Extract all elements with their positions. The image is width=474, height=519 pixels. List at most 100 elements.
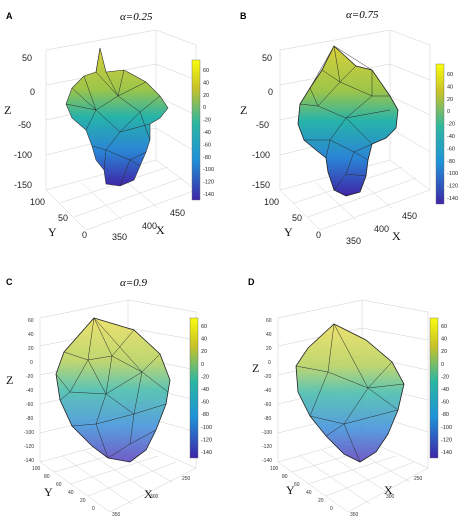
colorbar-tick: -60	[203, 142, 211, 148]
z-tick: 40	[28, 332, 34, 338]
panel-title: α=0.9	[120, 277, 147, 289]
colorbar-tick: 60	[203, 68, 209, 74]
z-tick: -100	[14, 150, 32, 160]
colorbar-tick: -120	[447, 184, 458, 190]
colorbar-tick: 20	[441, 349, 447, 355]
x-tick: 400	[142, 221, 157, 231]
colorbar-tick: 0	[203, 105, 206, 111]
panel-b: B α=0.75 50 0 -50 -100 -	[240, 9, 458, 246]
z-tick: -40	[264, 388, 271, 394]
colorbar	[189, 317, 199, 459]
colorbar-tick: 20	[201, 349, 207, 355]
colorbar-ticks: 60 40 20 0 -20 -40 -60 -80 -100 -120 -140	[441, 324, 452, 456]
z-tick: -60	[26, 402, 33, 408]
panel-title: α=0.75	[346, 9, 379, 21]
z-ticks: 50 0 -50 -100 -150	[14, 53, 35, 190]
x-axis-label: X	[156, 223, 165, 237]
colorbar-tick: 20	[203, 93, 209, 99]
z-tick: 60	[28, 318, 34, 324]
y-axis-label: Y	[44, 485, 53, 499]
panel-label: D	[248, 277, 255, 287]
x-ticks: 350 300 250	[350, 476, 423, 518]
z-tick: -100	[252, 150, 270, 160]
colorbar-tick: -80	[201, 412, 209, 418]
panel-title: α=0.25	[120, 11, 153, 23]
x-tick: 250	[414, 476, 423, 482]
colorbar-tick: -20	[203, 118, 211, 124]
y-tick: 80	[44, 474, 50, 480]
mesh-lines	[65, 47, 161, 187]
colorbar-tick: -80	[203, 155, 211, 161]
colorbar-tick: 0	[441, 362, 444, 368]
x-tick: 300	[386, 494, 395, 500]
y-tick: 100	[264, 197, 279, 207]
colorbar	[191, 59, 201, 201]
x-ticks: 350 400 450	[112, 208, 185, 242]
x-ticks: 350 400 450	[346, 211, 417, 246]
y-ticks: 100 80 60 40 20 0	[270, 466, 333, 512]
z-axis-label: Z	[240, 103, 247, 117]
mesh-shape	[65, 47, 169, 187]
colorbar-tick: -100	[447, 171, 458, 177]
x-tick: 350	[346, 236, 361, 246]
z-tick: -140	[24, 458, 34, 464]
x-tick: 450	[402, 211, 417, 221]
colorbar-tick: 60	[441, 324, 447, 330]
z-tick: 20	[28, 346, 34, 352]
panel-d: D 60 40 20	[248, 277, 452, 518]
y-tick: 100	[32, 466, 41, 472]
x-tick: 450	[170, 208, 185, 218]
z-tick: -140	[262, 458, 272, 464]
z-axis-label: Z	[4, 103, 11, 117]
mesh-lines	[295, 323, 405, 463]
z-tick: -20	[26, 374, 33, 380]
colorbar-tick: -20	[447, 122, 455, 128]
z-tick: -100	[24, 430, 34, 436]
colorbar-tick: -140	[441, 450, 452, 456]
z-ticks: 60 40 20 0 -20 -40 -60 -80 -100 -120 -14…	[262, 318, 272, 464]
z-tick: 0	[30, 87, 35, 97]
z-tick: 0	[268, 87, 273, 97]
y-axis-label: Y	[286, 483, 295, 497]
x-tick: 300	[150, 494, 159, 500]
colorbar-ticks: 60 40 20 0 -20 -40 -60 -80 -100 -120 -140	[447, 72, 458, 202]
colorbar-tick: -140	[201, 450, 212, 456]
colorbar-tick: -80	[447, 159, 455, 165]
y-tick: 40	[306, 490, 312, 496]
colorbar-tick: -20	[441, 374, 449, 380]
y-tick: 0	[330, 506, 333, 512]
y-tick: 0	[316, 230, 321, 240]
colorbar-tick: 40	[441, 337, 447, 343]
x-tick: 250	[182, 476, 191, 482]
mesh-lines	[299, 45, 391, 191]
colorbar	[429, 317, 439, 459]
z-ticks: 50 0 -50 -100 -150	[252, 53, 273, 190]
z-tick: -40	[26, 388, 33, 394]
y-axis-label: Y	[48, 225, 57, 239]
colorbar-tick: 60	[447, 72, 453, 78]
colorbar-tick: -120	[203, 180, 214, 186]
colorbar-tick: -60	[441, 400, 449, 406]
colorbar-tick: -120	[441, 437, 452, 443]
x-ticks: 350 300 250	[112, 476, 191, 518]
z-tick: -150	[14, 180, 32, 190]
colorbar-tick: -120	[201, 437, 212, 443]
colorbar-tick: 40	[447, 84, 453, 90]
z-tick: -120	[24, 444, 34, 450]
x-axis-label: X	[144, 487, 153, 501]
z-tick: -80	[264, 416, 271, 422]
mesh-lines	[55, 317, 169, 459]
colorbar-tick: -40	[201, 387, 209, 393]
y-tick: 60	[56, 482, 62, 488]
z-tick: 0	[268, 360, 271, 366]
y-tick: 100	[30, 197, 45, 207]
panel-label: B	[240, 11, 247, 21]
z-tick: -100	[262, 430, 272, 436]
colorbar-tick: -40	[441, 387, 449, 393]
y-tick: 0	[92, 506, 95, 512]
colorbar-tick: 40	[203, 80, 209, 86]
z-tick: -20	[264, 374, 271, 380]
panel-label: C	[6, 277, 13, 287]
colorbar-tick: -80	[441, 412, 449, 418]
colorbar-ticks: 60 40 20 0 -20 -40 -60 -80 -100 -120 -140	[201, 324, 212, 456]
